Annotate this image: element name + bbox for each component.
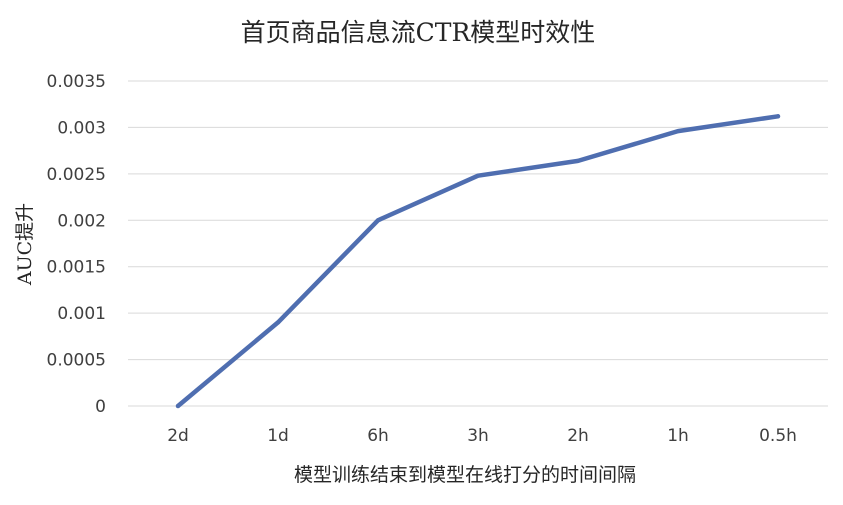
data-point xyxy=(776,114,780,119)
data-point xyxy=(376,218,380,223)
y-tick-label: 0.003 xyxy=(57,118,106,138)
y-tick-label: 0.001 xyxy=(57,304,106,324)
x-tick-label: 2h xyxy=(567,426,589,446)
y-tick-label: 0.0015 xyxy=(47,258,106,278)
y-tick-label: 0.0025 xyxy=(47,165,106,185)
x-axis-title: 模型训练结束到模型在线打分的时间间隔 xyxy=(294,464,636,486)
data-point xyxy=(576,158,580,163)
x-tick-label: 1h xyxy=(667,426,689,446)
y-tick-label: 0 xyxy=(95,397,106,417)
x-tick-label: 0.5h xyxy=(759,426,797,446)
data-point xyxy=(676,129,680,134)
series-line xyxy=(175,114,781,409)
data-point xyxy=(276,320,280,325)
chart-title: 首页商品信息流CTR模型时效性 xyxy=(241,18,596,47)
data-point xyxy=(176,404,180,408)
x-tick-label: 2d xyxy=(167,426,189,446)
y-tick-label: 0.002 xyxy=(57,211,106,231)
x-tick-label: 6h xyxy=(367,426,389,446)
y-axis-title: AUC提升 xyxy=(14,203,36,286)
series-layer xyxy=(175,114,781,409)
x-tick-label: 3h xyxy=(467,426,489,446)
x-tick-labels: 2d 1d 6h 3h 2h 1h 0.5h xyxy=(167,426,797,446)
x-tick-label: 1d xyxy=(267,426,289,446)
y-tick-label: 0.0035 xyxy=(47,72,106,92)
y-tick-labels: 0 0.0005 0.001 0.0015 0.002 0.0025 0.003 0.0035 xyxy=(47,72,106,417)
y-tick-label: 0.0005 xyxy=(47,351,106,371)
data-point xyxy=(476,173,480,178)
